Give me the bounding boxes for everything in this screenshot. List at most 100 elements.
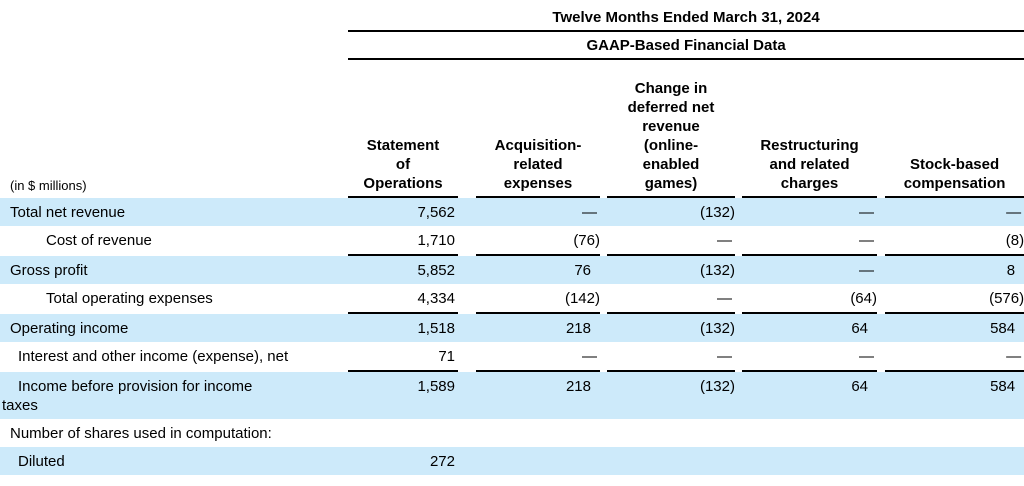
value-cell: (132) <box>607 372 735 419</box>
column-gap <box>600 60 607 198</box>
table-row: Cost of revenue 1,710 (76) — — (8) <box>0 226 1024 256</box>
table-row: Total operating expenses 4,334 (142) — (64) (… <box>0 284 1024 314</box>
value-cell <box>476 419 600 447</box>
value-cell: — <box>885 342 1024 372</box>
value-cell: 1,589 <box>348 372 458 419</box>
value-cell: — <box>885 198 1024 226</box>
cell-gap <box>735 226 742 256</box>
cell-gap <box>458 372 476 419</box>
period-header: Twelve Months Ended March 31, 2024 <box>348 0 1024 32</box>
negative-value: (142) <box>564 290 600 307</box>
cell-gap <box>600 314 607 342</box>
value-cell: 4,334 <box>348 284 458 314</box>
value-cell <box>885 447 1024 475</box>
row-label: Income before provision for income taxes <box>0 372 348 419</box>
value-cell: 8 <box>885 256 1024 284</box>
cell-gap <box>600 372 607 419</box>
table-row: Number of shares used in computation: <box>0 419 1024 447</box>
value-cell: 76 <box>476 256 600 284</box>
value-cell: 584 <box>885 372 1024 419</box>
em-dash-value: — <box>717 348 732 365</box>
value-cell: (132) <box>607 256 735 284</box>
row-label: Number of shares used in computation: <box>0 419 348 447</box>
value-cell: — <box>742 198 877 226</box>
value-cell: 64 <box>742 314 877 342</box>
column-header-change-in-deferred-net-revenue: Change in deferred net revenue (online- … <box>607 60 735 198</box>
cell-gap <box>877 198 885 226</box>
value-cell: (64) <box>742 284 877 314</box>
value-cell: — <box>742 342 877 372</box>
value-cell <box>742 419 877 447</box>
value-cell: 584 <box>885 314 1024 342</box>
cell-gap <box>458 447 476 475</box>
value-cell: 272 <box>348 447 458 475</box>
table-row: Gross profit 5,852 76 (132) — 8 <box>0 256 1024 284</box>
table-row: Operating income 1,518 218 (132) 64 584 <box>0 314 1024 342</box>
value-cell: — <box>607 342 735 372</box>
cell-gap <box>877 447 885 475</box>
value-cell: 5,852 <box>348 256 458 284</box>
cell-gap <box>458 226 476 256</box>
row-label: Diluted <box>0 447 348 475</box>
value-cell: 71 <box>348 342 458 372</box>
cell-gap <box>877 419 885 447</box>
value-cell: (576) <box>885 284 1024 314</box>
cell-gap <box>458 419 476 447</box>
em-dash-value: — <box>859 262 874 279</box>
row-label: Total net revenue <box>0 198 348 226</box>
cell-gap <box>735 284 742 314</box>
value-cell: 1,710 <box>348 226 458 256</box>
cell-gap <box>877 314 885 342</box>
row-label: Operating income <box>0 314 348 342</box>
em-dash-value: — <box>717 290 732 307</box>
negative-value: (132) <box>699 204 735 221</box>
value-cell: (142) <box>476 284 600 314</box>
cell-gap <box>735 198 742 226</box>
cell-gap <box>735 314 742 342</box>
column-header-restructuring-and-related-charges: Restructuring and related charges <box>742 60 877 198</box>
basis-header: GAAP-Based Financial Data <box>348 32 1024 60</box>
value-cell: — <box>742 256 877 284</box>
cell-gap <box>600 256 607 284</box>
cell-gap <box>877 226 885 256</box>
negative-value: (132) <box>699 378 735 395</box>
table-row: Income before provision for income taxes… <box>0 372 1024 419</box>
corner-cell <box>0 0 348 32</box>
column-header-statement-of-operations: Statement of Operations <box>348 60 458 198</box>
cell-gap <box>877 256 885 284</box>
value-cell <box>742 447 877 475</box>
cell-gap <box>458 256 476 284</box>
em-dash-value: — <box>582 204 597 221</box>
row-label: Gross profit <box>0 256 348 284</box>
cell-gap <box>877 372 885 419</box>
corner-cell <box>0 32 348 60</box>
cell-gap <box>600 198 607 226</box>
cell-gap <box>600 447 607 475</box>
value-cell: 218 <box>476 314 600 342</box>
em-dash-value: — <box>859 204 874 221</box>
cell-gap <box>735 372 742 419</box>
value-cell: 1,518 <box>348 314 458 342</box>
cell-gap <box>877 284 885 314</box>
column-gap <box>735 60 742 198</box>
value-cell: — <box>476 342 600 372</box>
value-cell: (132) <box>607 314 735 342</box>
cell-gap <box>735 342 742 372</box>
em-dash-value: — <box>717 232 732 249</box>
value-cell: — <box>607 284 735 314</box>
value-cell <box>348 419 458 447</box>
value-cell: 7,562 <box>348 198 458 226</box>
value-cell <box>885 419 1024 447</box>
value-cell <box>476 447 600 475</box>
em-dash-value: — <box>1006 348 1022 365</box>
cell-gap <box>600 284 607 314</box>
value-cell: — <box>607 226 735 256</box>
em-dash-value: — <box>859 232 874 249</box>
period-header-row: Twelve Months Ended March 31, 2024 <box>0 0 1024 32</box>
em-dash-value: — <box>582 348 597 365</box>
financial-table: Twelve Months Ended March 31, 2024 GAAP-… <box>0 0 1024 475</box>
column-header-acquisition-related-expenses: Acquisition- related expenses <box>476 60 600 198</box>
cell-gap <box>735 447 742 475</box>
cell-gap <box>735 256 742 284</box>
table-body: Total net revenue 7,562— (132) — — Cost of re… <box>0 198 1024 475</box>
